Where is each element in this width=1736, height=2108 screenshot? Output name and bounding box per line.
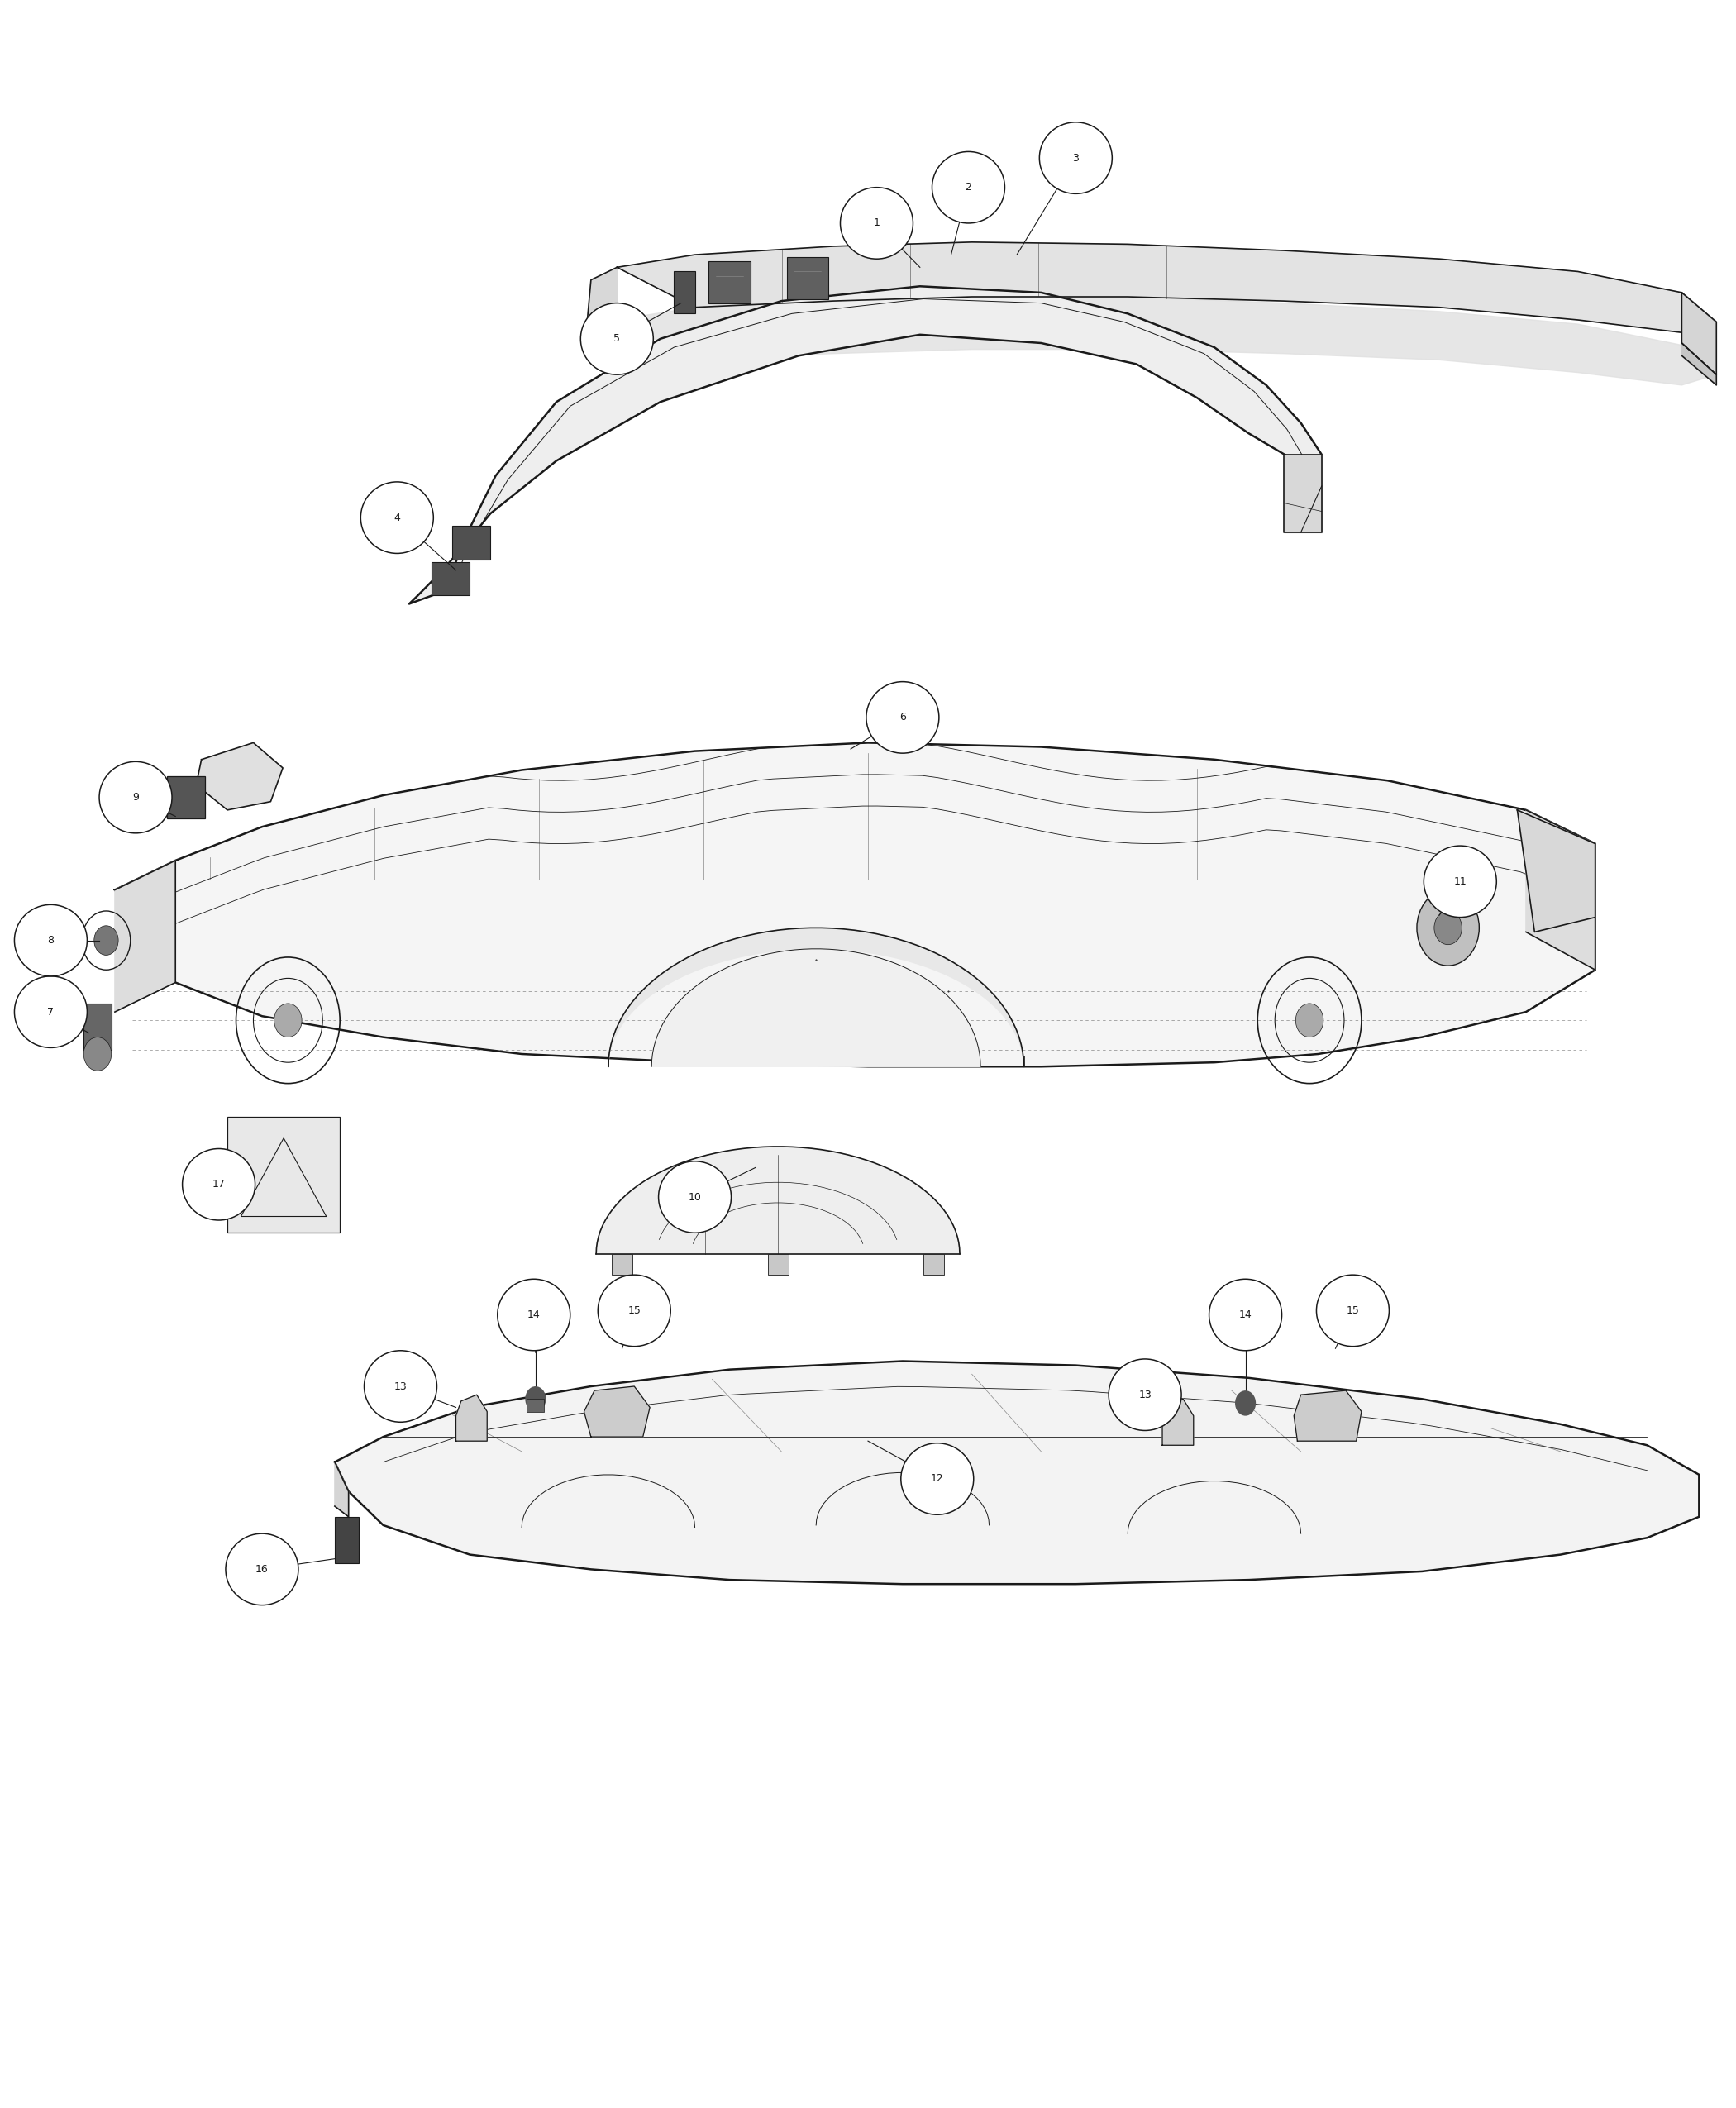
Text: 13: 13 — [394, 1381, 406, 1391]
Text: 13: 13 — [1139, 1389, 1151, 1400]
Text: 5: 5 — [613, 333, 620, 344]
Text: 17: 17 — [212, 1178, 226, 1189]
FancyBboxPatch shape — [767, 1254, 788, 1275]
Polygon shape — [115, 742, 1595, 1067]
Text: 4: 4 — [394, 512, 401, 523]
Polygon shape — [1682, 293, 1717, 375]
Ellipse shape — [14, 904, 87, 976]
Circle shape — [1434, 911, 1462, 944]
Circle shape — [274, 1003, 302, 1037]
Circle shape — [83, 1037, 111, 1071]
FancyBboxPatch shape — [528, 1400, 543, 1412]
Polygon shape — [616, 242, 1717, 333]
Ellipse shape — [866, 681, 939, 753]
Polygon shape — [1283, 455, 1321, 533]
Ellipse shape — [1316, 1275, 1389, 1347]
Text: 8: 8 — [47, 936, 54, 946]
Text: 14: 14 — [1240, 1309, 1252, 1320]
Text: 6: 6 — [899, 713, 906, 723]
Text: 14: 14 — [528, 1309, 540, 1320]
Polygon shape — [616, 242, 1717, 386]
Ellipse shape — [932, 152, 1005, 223]
Text: 10: 10 — [687, 1191, 701, 1202]
Ellipse shape — [1109, 1360, 1182, 1431]
Circle shape — [94, 925, 118, 955]
FancyBboxPatch shape — [786, 257, 828, 299]
FancyBboxPatch shape — [432, 563, 470, 594]
Circle shape — [1417, 890, 1479, 965]
Ellipse shape — [226, 1535, 299, 1604]
Ellipse shape — [597, 1275, 670, 1347]
Ellipse shape — [14, 976, 87, 1048]
Ellipse shape — [498, 1280, 569, 1351]
Circle shape — [526, 1387, 545, 1412]
Polygon shape — [583, 1387, 649, 1438]
FancyBboxPatch shape — [924, 1254, 944, 1275]
Text: 1: 1 — [873, 217, 880, 228]
Text: 3: 3 — [1073, 152, 1080, 162]
Polygon shape — [1293, 1391, 1361, 1442]
Polygon shape — [457, 1395, 488, 1442]
Ellipse shape — [1040, 122, 1113, 194]
Polygon shape — [595, 1147, 960, 1254]
Text: 11: 11 — [1453, 877, 1467, 887]
Polygon shape — [608, 928, 1024, 1067]
Ellipse shape — [1208, 1280, 1281, 1351]
FancyBboxPatch shape — [453, 527, 491, 561]
Ellipse shape — [901, 1444, 974, 1516]
Polygon shape — [1163, 1400, 1194, 1446]
Ellipse shape — [182, 1149, 255, 1221]
Circle shape — [1295, 1003, 1323, 1037]
Ellipse shape — [840, 188, 913, 259]
Polygon shape — [335, 1362, 1700, 1583]
FancyBboxPatch shape — [83, 1003, 111, 1050]
Ellipse shape — [658, 1162, 731, 1233]
Text: 2: 2 — [965, 181, 972, 192]
Ellipse shape — [580, 304, 653, 375]
Text: 12: 12 — [930, 1473, 944, 1484]
Polygon shape — [1526, 809, 1595, 970]
Polygon shape — [1682, 344, 1717, 386]
Polygon shape — [115, 860, 175, 1012]
Circle shape — [1234, 1391, 1255, 1417]
Text: 16: 16 — [255, 1564, 269, 1575]
Polygon shape — [196, 742, 283, 809]
FancyBboxPatch shape — [708, 261, 750, 304]
Ellipse shape — [365, 1351, 437, 1423]
Polygon shape — [587, 268, 616, 323]
Polygon shape — [1517, 809, 1595, 932]
Text: 15: 15 — [1345, 1305, 1359, 1315]
Text: 15: 15 — [628, 1305, 641, 1315]
Ellipse shape — [1424, 845, 1496, 917]
Ellipse shape — [99, 761, 172, 833]
Text: 7: 7 — [47, 1006, 54, 1018]
Text: 9: 9 — [132, 793, 139, 803]
Polygon shape — [410, 287, 1321, 603]
FancyBboxPatch shape — [227, 1117, 340, 1233]
Polygon shape — [651, 949, 981, 1067]
Ellipse shape — [361, 483, 434, 554]
FancyBboxPatch shape — [611, 1254, 632, 1275]
Polygon shape — [335, 1463, 349, 1518]
FancyBboxPatch shape — [167, 776, 205, 818]
FancyBboxPatch shape — [335, 1518, 359, 1562]
FancyBboxPatch shape — [674, 272, 694, 314]
